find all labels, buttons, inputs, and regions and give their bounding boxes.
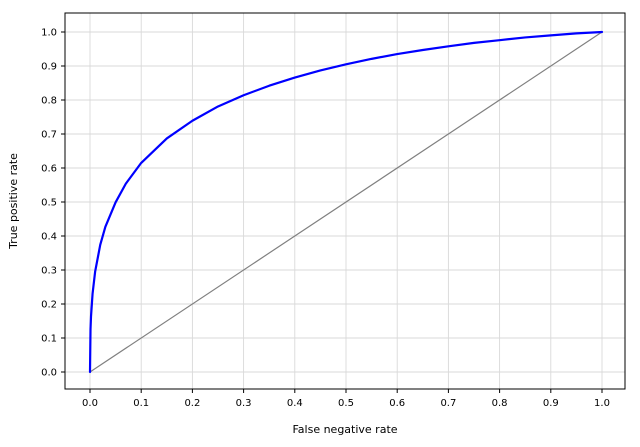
plot-area-border [64,12,626,390]
y-tick-label: 0.1 [41,334,57,345]
grid-lines [65,13,625,389]
x-tick-label: 0.9 [543,398,559,409]
x-tick-label: 0.2 [184,398,200,409]
y-tick-label: 0.9 [41,62,57,73]
x-tick-label: 0.6 [389,398,405,409]
x-tick-label: 0.3 [236,398,252,409]
x-tick-label: 0.5 [338,398,354,409]
y-tick-label: 0.8 [41,96,57,107]
chance-diagonal [89,31,603,373]
y-axis-label: True positive rate [7,153,20,250]
plot-series [88,30,604,374]
x-tick-label: 0.1 [133,398,149,409]
x-tick-label: 0.0 [82,398,98,409]
y-tick-label: 0.4 [41,232,57,243]
x-tick-label: 1.0 [594,398,610,409]
y-tick-label: 0.0 [41,368,57,379]
x-tick-label: 0.8 [492,398,508,409]
y-tick-label: 0.7 [41,130,57,141]
y-tick-label: 1.0 [41,28,57,39]
x-tick-label: 0.7 [440,398,456,409]
y-tick-label: 0.3 [41,266,57,277]
axis-tick-marks [61,31,603,393]
y-tick-label: 0.5 [41,198,57,209]
y-tick-label: 0.2 [41,300,57,311]
y-tick-label: 0.6 [41,164,57,175]
x-axis-label: False negative rate [292,423,397,436]
roc-curve [88,30,604,374]
y-tick-labels: 0.0 0.1 0.2 0.3 0.4 0.5 0.6 0.7 0.8 0.9 1.0 [41,28,57,379]
x-tick-labels: 0.0 0.1 0.2 0.3 0.4 0.5 0.6 0.7 0.8 0.9 1.0 [82,398,610,409]
x-tick-label: 0.4 [287,398,303,409]
